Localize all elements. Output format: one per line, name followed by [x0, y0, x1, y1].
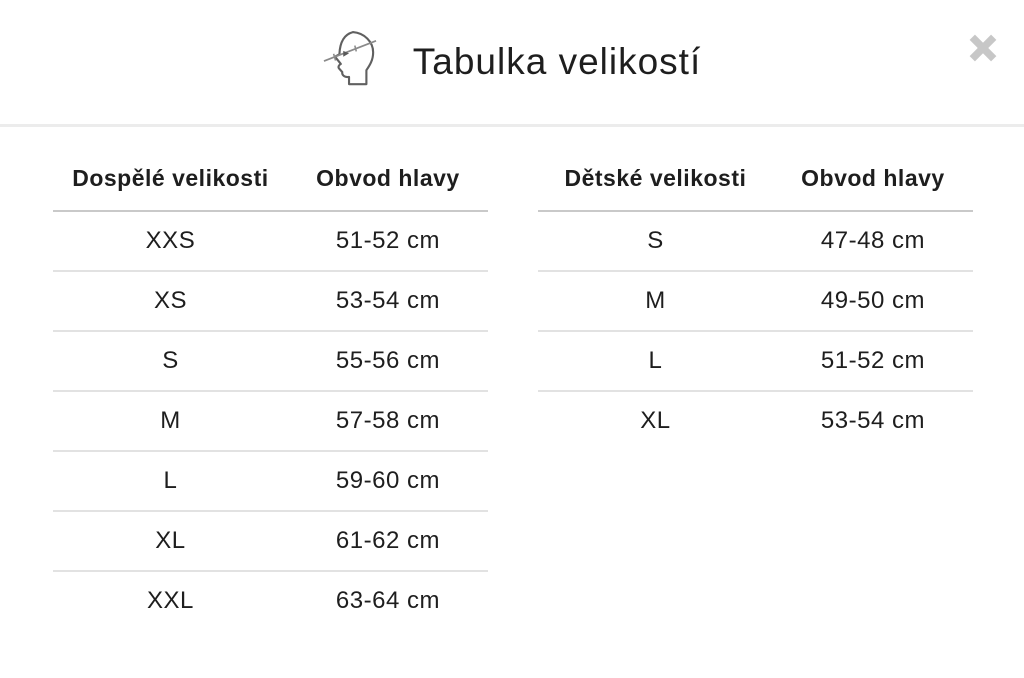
circumference-cell: 59-60 cm: [335, 467, 440, 494]
close-button[interactable]: [968, 33, 998, 63]
modal-title: Tabulka velikostí: [412, 41, 702, 82]
column-header-adult-sizes: Dospělé velikosti: [72, 165, 269, 191]
close-icon: [968, 33, 998, 63]
children-size-table: Dětské velikosti Obvod hlavy S 47-48 cm M 4…: [538, 164, 973, 630]
table-row: XL 61-62 cm: [53, 512, 488, 572]
children-table-body: S 47-48 cm M 49-50 cm L 51-52 cm XL 53-54 cm: [538, 212, 973, 450]
circumference-cell: 53-54 cm: [820, 407, 925, 434]
circumference-cell: 53-54 cm: [335, 287, 440, 314]
circumference-cell: 57-58 cm: [335, 407, 440, 434]
adult-table-body: XXS 51-52 cm XS 53-54 cm S 55-56 cm M 57-58 cm L…: [53, 212, 488, 630]
circumference-cell: 63-64 cm: [335, 587, 440, 614]
column-header-children-circumference: Obvod hlavy: [801, 165, 945, 191]
size-cell: M: [160, 407, 181, 434]
table-row: M 49-50 cm: [538, 272, 973, 332]
circumference-cell: 49-50 cm: [820, 287, 925, 314]
adult-size-table: Dospělé velikosti Obvod hlavy XXS 51-52 c…: [53, 164, 488, 630]
table-row: M 57-58 cm: [53, 392, 488, 452]
table-row: XL 53-54 cm: [538, 392, 973, 450]
circumference-cell: 51-52 cm: [335, 227, 440, 254]
table-row: L 59-60 cm: [53, 452, 488, 512]
column-header-children-sizes: Dětské velikosti: [564, 165, 747, 191]
adult-table-header-row: Dospělé velikosti Obvod hlavy: [53, 164, 488, 212]
table-row: XXL 63-64 cm: [53, 572, 488, 630]
size-cell: XL: [155, 527, 186, 554]
circumference-cell: 47-48 cm: [820, 227, 925, 254]
size-cell: S: [647, 227, 664, 254]
size-cell: XXL: [147, 587, 194, 614]
table-row: S 55-56 cm: [53, 332, 488, 392]
circumference-cell: 51-52 cm: [820, 347, 925, 374]
table-row: L 51-52 cm: [538, 332, 973, 392]
table-row: S 47-48 cm: [538, 212, 973, 272]
table-row: XXS 51-52 cm: [53, 212, 488, 272]
size-cell: M: [645, 287, 666, 314]
size-cell: S: [162, 347, 179, 374]
modal-header: Tabulka velikostí: [0, 0, 1024, 127]
size-tables: Dospělé velikosti Obvod hlavy XXS 51-52 c…: [0, 164, 1024, 630]
size-cell: XXS: [145, 227, 196, 254]
head-circumference-icon: [323, 28, 377, 96]
size-cell: L: [163, 467, 178, 494]
circumference-cell: 55-56 cm: [335, 347, 440, 374]
size-cell: XL: [640, 407, 671, 434]
size-cell: XS: [153, 287, 187, 314]
size-cell: L: [648, 347, 663, 374]
children-table-header-row: Dětské velikosti Obvod hlavy: [538, 164, 973, 212]
circumference-cell: 61-62 cm: [335, 527, 440, 554]
table-row: XS 53-54 cm: [53, 272, 488, 332]
column-header-adult-circumference: Obvod hlavy: [316, 165, 460, 191]
